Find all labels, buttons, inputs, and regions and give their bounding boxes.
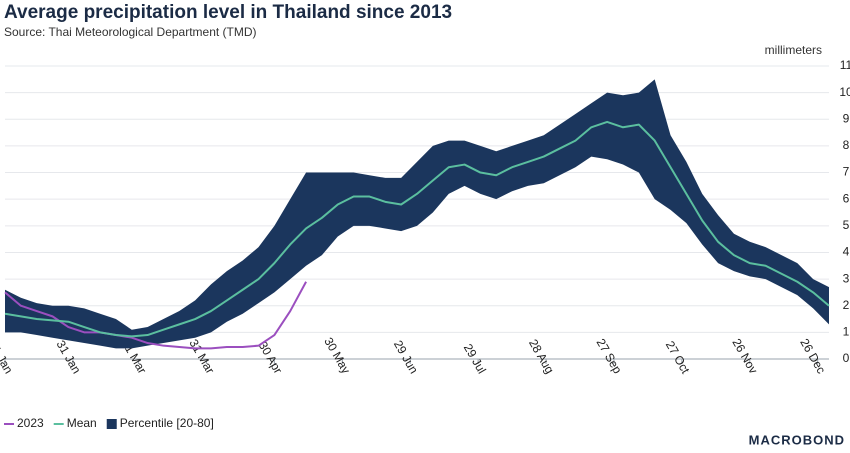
legend-label: 2023	[17, 416, 44, 430]
y-tick-label: 6	[843, 191, 850, 205]
chart-title: Average precipitation level in Thailand …	[4, 2, 452, 23]
y-tick-label: 0	[843, 351, 850, 365]
percentile-band	[5, 79, 829, 349]
series-line	[4, 120, 830, 338]
legend-label: Mean	[67, 416, 97, 430]
y-tick-label: 4	[843, 245, 850, 259]
x-tick-label: 29 Jun	[391, 338, 421, 376]
y-tick-label: 8	[843, 138, 850, 152]
y-tick-label: 9	[843, 111, 850, 125]
x-tick-label: 31 Mar	[186, 337, 217, 376]
y-tick-label: 11	[840, 58, 850, 72]
y-tick-label: 7	[843, 165, 850, 179]
brand-logo: MACROBOND	[749, 432, 845, 447]
x-tick-label: 27 Sep	[594, 336, 625, 376]
x-tick-label: 30 May	[321, 335, 353, 376]
y-axis-label: millimeters	[765, 43, 822, 57]
x-tick-label: 26 Nov	[729, 336, 760, 376]
y-tick-label: 5	[843, 218, 850, 232]
y-tick-label: 10	[839, 85, 850, 99]
x-tick-label: 26 Dec	[797, 336, 828, 376]
x-tick-label: 31 Jan	[54, 338, 84, 376]
y-tick-label: 1	[843, 325, 850, 339]
legend-label: Percentile [20-80]	[120, 416, 214, 430]
legend-swatch	[106, 419, 117, 429]
x-tick-label: 27 Oct	[663, 338, 693, 376]
chart-subtitle: Source: Thai Meteorological Department (…	[4, 25, 257, 39]
series-line	[4, 281, 307, 350]
x-tick-label: 28 Aug	[526, 337, 557, 376]
x-tick-label: 1 Jan	[0, 344, 16, 376]
y-tick-label: 3	[843, 271, 850, 285]
y-tick-label: 2	[843, 298, 850, 312]
